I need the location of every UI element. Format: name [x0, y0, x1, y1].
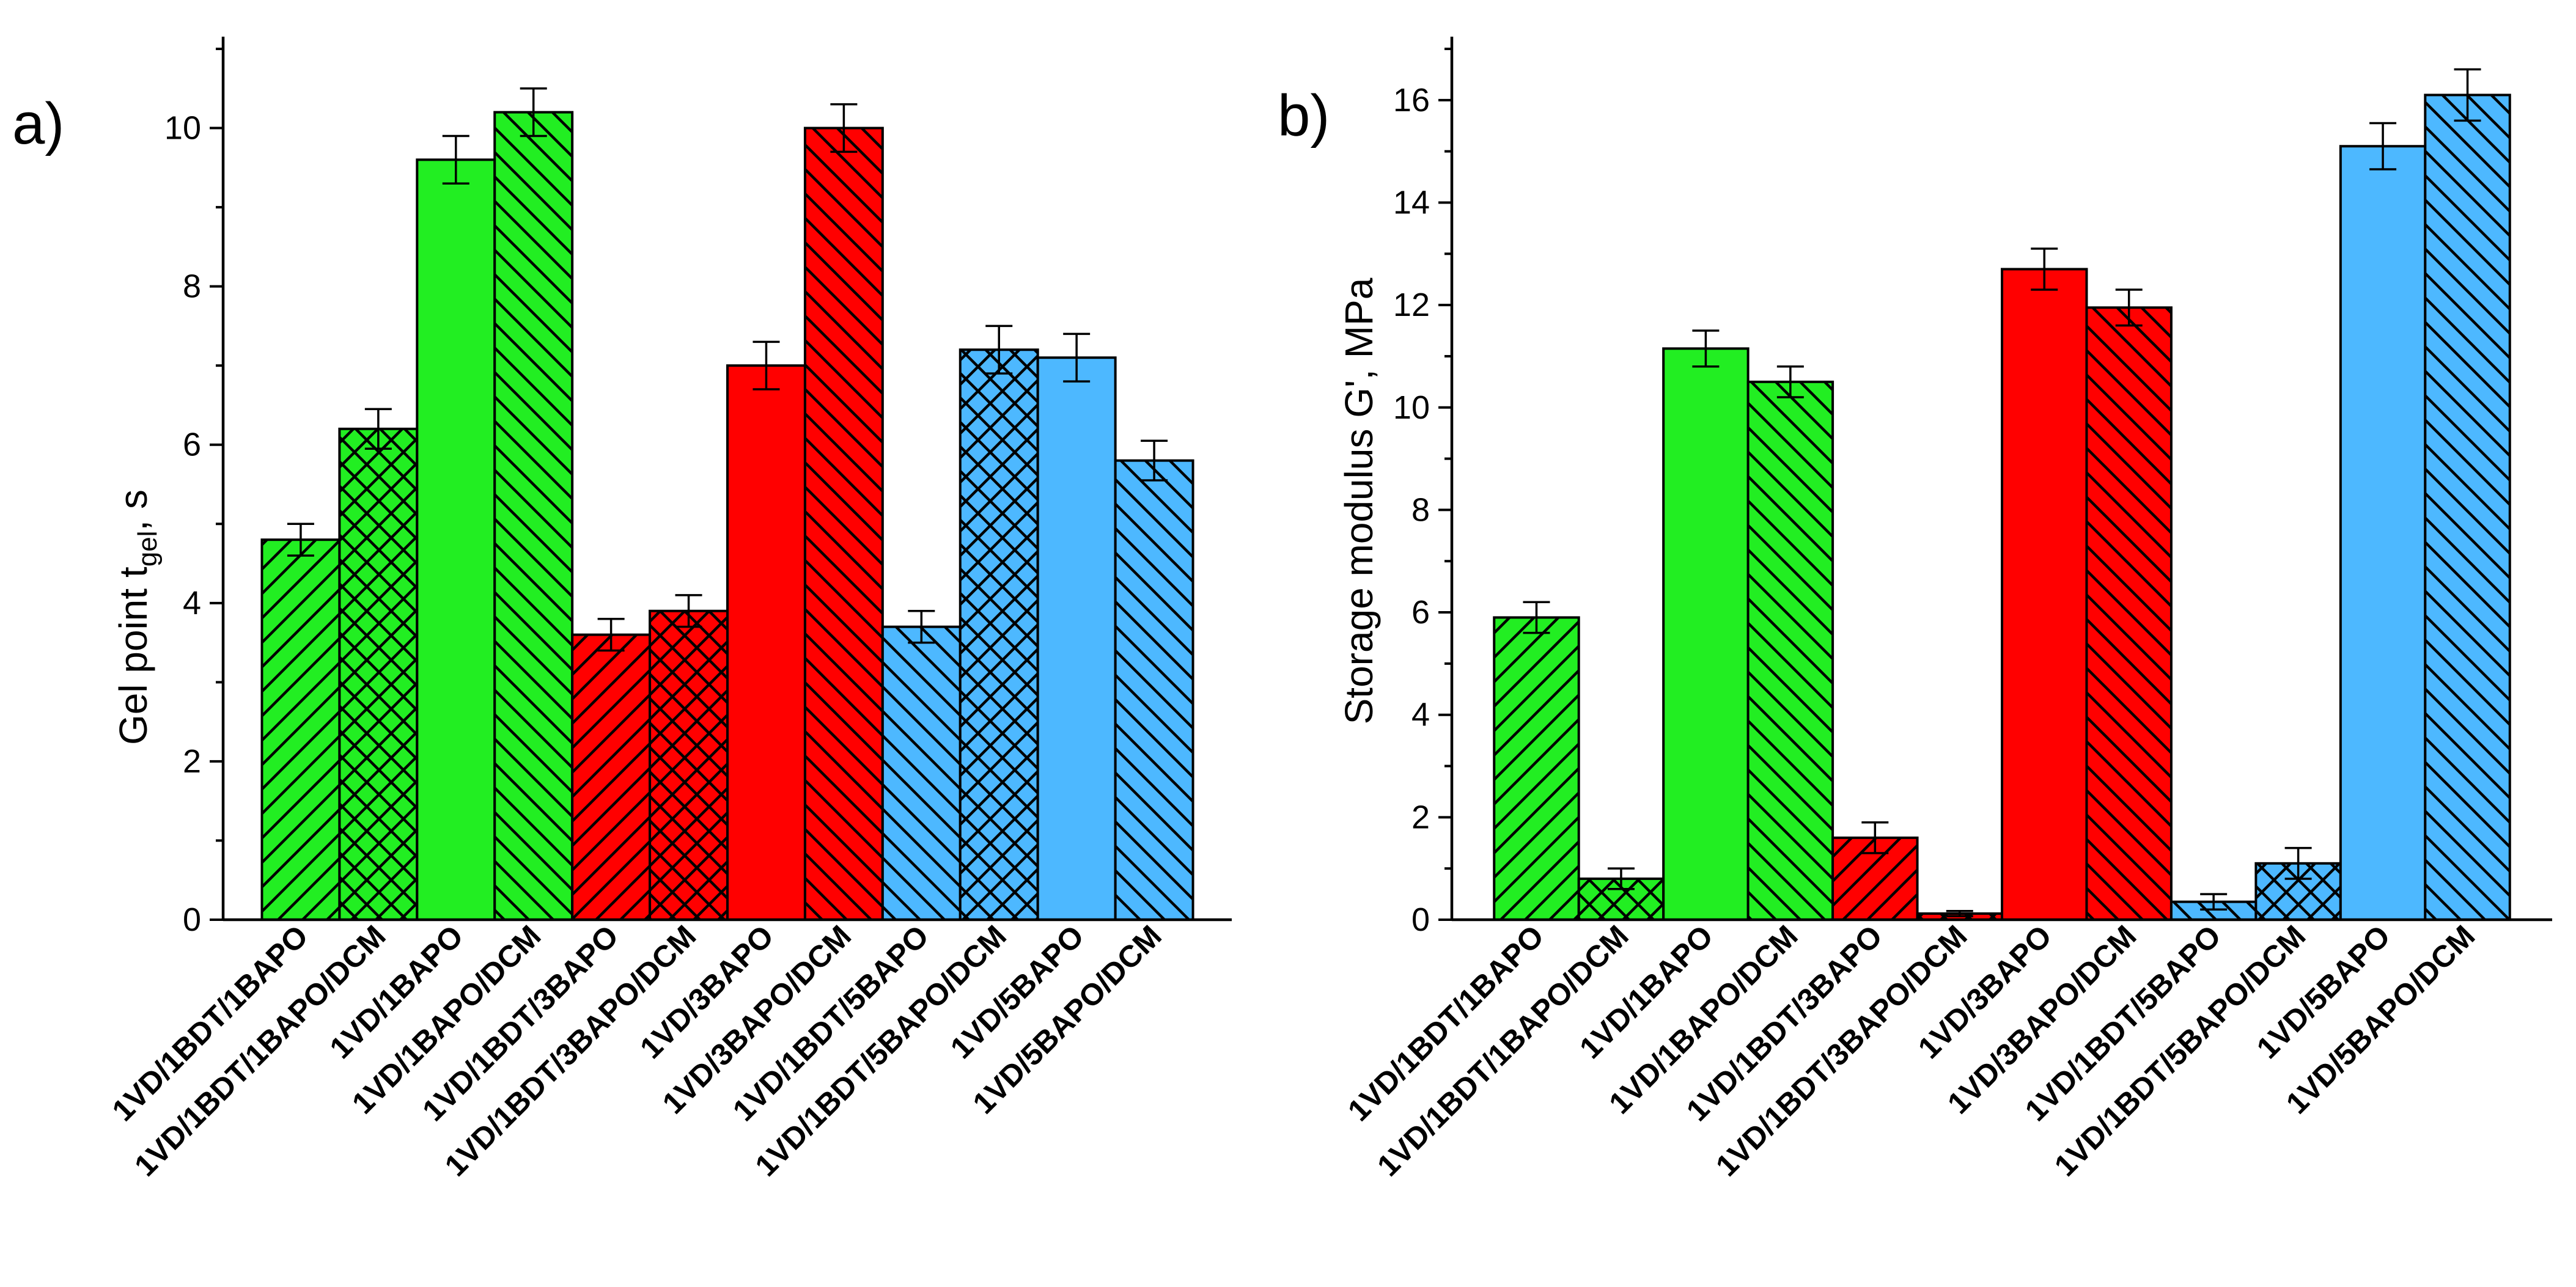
error-bar-a-2	[364, 408, 392, 450]
x-tick-labels-b: 1VD/1BDT/1BAPO1VD/1BDT/1BAPO/DCM1VD/1BAP…	[1341, 919, 2481, 1182]
bar-a-4	[493, 111, 574, 922]
bar-a-12	[1114, 459, 1194, 921]
y-axis-title-a-sub: gel	[133, 531, 163, 567]
bar-b-4	[1746, 380, 1834, 921]
bar-a-10	[959, 348, 1039, 921]
error-bar-b-6	[1946, 910, 1973, 917]
y-tick-label-b: 0	[1411, 901, 1430, 938]
y-tick-label-b: 6	[1411, 594, 1430, 631]
y-ticks-a: 0 2 4 6 8 10	[164, 48, 223, 938]
bar-a-1	[260, 538, 341, 921]
error-bar-a-11	[1063, 332, 1091, 383]
y-tick-label-b: 8	[1411, 491, 1430, 528]
y-tick-label-a: 8	[183, 268, 201, 305]
bar-b-3	[1662, 347, 1750, 921]
bar-group-b	[1493, 94, 2511, 922]
panel-label-a: a)	[12, 91, 64, 156]
bar-a-2	[338, 427, 419, 921]
y-tick-label-a: 10	[164, 110, 201, 147]
x-tick-label-a-7: 1VD/3BAPO	[633, 919, 780, 1065]
error-bar-a-1	[287, 522, 314, 557]
panel-label-b: b)	[1278, 83, 1330, 148]
error-bar-a-12	[1141, 439, 1168, 482]
error-bar-a-7	[753, 340, 780, 391]
y-axis-title-a-suffix: , s	[111, 490, 155, 531]
y-tick-label-b: 4	[1411, 697, 1430, 733]
error-bar-a-5	[597, 617, 625, 652]
x-tick-label-a-11: 1VD/5BAPO	[944, 919, 1091, 1065]
y-tick-label-a: 6	[183, 427, 201, 463]
chart-panel-b: b) 0 2 4 6 8 10 12 14 16 1VD/1BDT/1BAPO1VD/1BDT/…	[1278, 37, 2552, 1183]
y-tick-label-b: 2	[1411, 799, 1430, 835]
axes-a	[221, 37, 1232, 922]
y-axis-title-a: Gel point tgel, s	[111, 490, 163, 745]
error-bar-b-9	[2200, 893, 2228, 911]
bar-group-a	[260, 111, 1194, 922]
error-bar-a-4	[520, 87, 547, 138]
y-tick-label-a: 0	[183, 901, 201, 938]
error-bar-a-10	[985, 324, 1013, 375]
bar-a-9	[881, 625, 962, 921]
error-bar-group-b	[1523, 68, 2481, 917]
y-tick-label-b: 10	[1393, 389, 1430, 426]
bar-a-11	[1036, 356, 1117, 921]
bar-a-5	[571, 633, 652, 921]
y-tick-label-b: 12	[1393, 287, 1430, 323]
y-axis-title-b: Storage modulus G', MPa	[1337, 277, 1381, 724]
bar-b-7	[2001, 268, 2088, 921]
y-tick-label-b: 16	[1393, 82, 1430, 119]
error-bar-a-6	[675, 594, 702, 628]
error-bar-b-8	[2115, 288, 2143, 327]
error-bar-a-3	[442, 134, 469, 185]
error-bar-b-10	[2284, 846, 2312, 880]
bar-a-3	[416, 158, 496, 921]
error-bar-b-12	[2454, 68, 2481, 122]
error-bar-b-4	[1776, 365, 1804, 398]
error-bar-group-a	[287, 87, 1168, 652]
bar-a-8	[803, 127, 884, 922]
x-tick-labels-a: 1VD/1BDT/1BAPO1VD/1BDT/1BAPO/DCM1VD/1BAP…	[106, 919, 1168, 1182]
error-bar-b-7	[2031, 248, 2058, 291]
y-axis-title-a-main: Gel point t	[111, 566, 155, 745]
bar-b-11	[2339, 145, 2427, 922]
error-bar-b-5	[1861, 821, 1889, 854]
error-bar-b-11	[2369, 122, 2397, 170]
error-bar-b-1	[1523, 601, 1550, 634]
y-tick-label-b: 14	[1393, 184, 1430, 221]
y-tick-label-a: 4	[183, 585, 201, 622]
chart-panel-a: a) 0 2 4 6 8 10 1VD/1BDT/1BAPO1VD/1BDT/1BAPO/…	[12, 37, 1232, 1183]
error-bar-b-2	[1607, 867, 1635, 890]
error-bar-a-9	[908, 610, 935, 644]
bar-b-1	[1493, 616, 1580, 921]
bar-a-7	[726, 364, 806, 921]
bar-b-8	[2085, 306, 2173, 921]
y-ticks-b: 0 2 4 6 8 10 12 14 16	[1393, 48, 1452, 938]
axes-b	[1450, 37, 2552, 922]
x-tick-label-a-3: 1VD/1BAPO	[323, 919, 470, 1065]
bar-b-12	[2424, 94, 2511, 922]
error-bar-b-3	[1692, 329, 1720, 368]
y-tick-label-a: 2	[183, 743, 201, 780]
error-bar-a-8	[830, 103, 858, 153]
bar-a-6	[649, 609, 729, 921]
